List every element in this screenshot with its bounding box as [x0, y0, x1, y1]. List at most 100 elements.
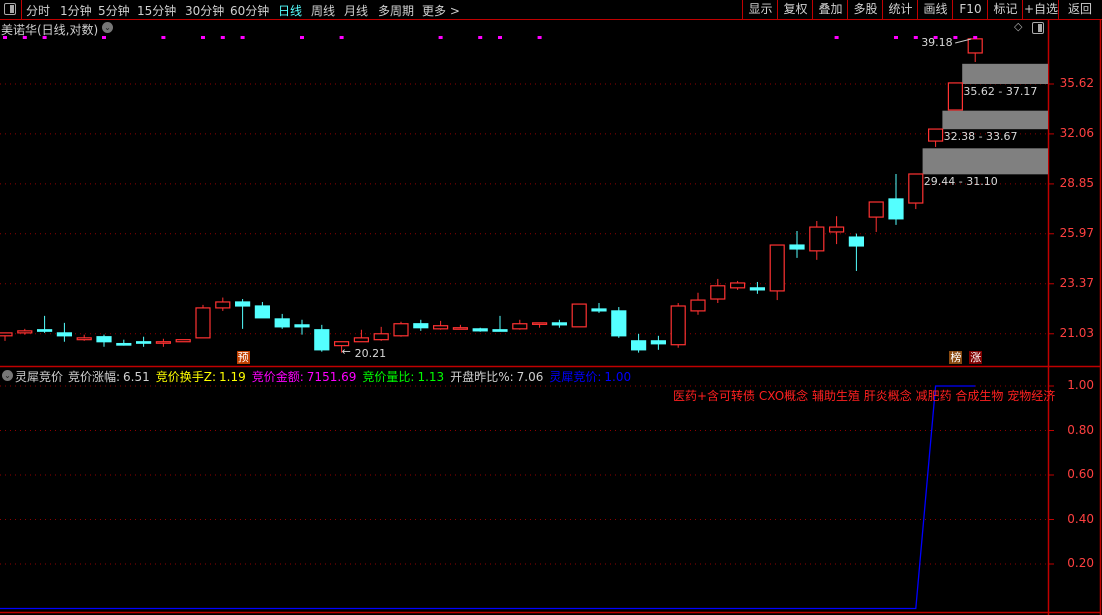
toolbar-button[interactable]: 标记 — [987, 0, 1023, 19]
toolbar-button[interactable]: +自选 — [1022, 0, 1059, 19]
price-axis-label: 25.97 — [1059, 225, 1094, 240]
candle-up — [334, 341, 350, 347]
tab-period[interactable]: 更多 > — [422, 4, 460, 18]
signal-dot — [161, 36, 166, 39]
panel-toggle-icon[interactable] — [4, 3, 16, 15]
top-toolbar: 分时 1分钟 5分钟 15分钟 30分钟 60分钟 日线 周线 月线 多周期 更多 > 显示 复权 叠加… — [0, 0, 1102, 20]
tab-period[interactable]: 5分钟 — [98, 4, 130, 18]
candle-up — [215, 301, 231, 309]
arrow-line — [955, 38, 972, 44]
candle-up — [947, 82, 964, 111]
tab-period[interactable]: 30分钟 — [185, 4, 225, 18]
signal-dot — [300, 36, 304, 39]
toolbar-button[interactable]: 复权 — [777, 0, 813, 19]
high-price-label: 39.18 — [921, 36, 953, 49]
field-label: 竞价量比: — [362, 370, 415, 384]
tab-period[interactable]: 周线 — [311, 4, 336, 18]
indicator-field: 竞价量比: 1.13 — [362, 370, 444, 384]
candle-up — [908, 173, 924, 204]
candle-down — [789, 244, 805, 250]
indicator-name: 灵犀竞价 — [15, 370, 64, 384]
candle-down — [235, 301, 251, 307]
arrow-left-icon: ← — [341, 345, 351, 358]
field-value: 6.51 — [123, 370, 150, 384]
candle-up — [76, 337, 92, 341]
signal-dot — [22, 36, 27, 39]
gap-band — [922, 148, 1048, 175]
gap-band-label: 32.38 - 33.67 — [943, 130, 1018, 144]
tab-period[interactable]: 1分钟 — [60, 4, 92, 18]
indicator-axis-label: 1.00 — [1067, 378, 1094, 392]
chart-title: 美诺华(日线,对数) — [1, 23, 99, 37]
signal-dot — [973, 36, 978, 39]
candle-up — [195, 307, 211, 339]
panel-toggle-icon[interactable] — [1032, 22, 1044, 34]
candle-up — [17, 330, 33, 334]
toolbar-button[interactable]: 返回 — [1058, 0, 1101, 19]
gap-band-label: 35.62 - 37.17 — [963, 85, 1038, 98]
toolbar-button[interactable]: F10 — [952, 0, 988, 19]
field-label: 灵犀竞价: — [549, 370, 602, 384]
tab-period[interactable]: 60分钟 — [230, 4, 270, 18]
toolbar-button[interactable]: 多股 — [847, 0, 883, 19]
signal-dot — [834, 36, 839, 39]
candle-up — [710, 285, 726, 300]
toolbar-divider — [21, 0, 22, 19]
tab-period[interactable]: 日线 — [278, 4, 303, 18]
candle-down — [591, 308, 607, 312]
toolbar-button[interactable]: 叠加 — [812, 0, 848, 19]
signal-dot — [933, 36, 938, 39]
field-value: 1.13 — [417, 370, 445, 384]
diamond-icon[interactable]: ◇ — [1014, 20, 1023, 33]
indicator-field: 竞价涨幅: 6.51 — [68, 370, 150, 384]
toolbar-button[interactable]: 显示 — [742, 0, 778, 19]
field-value: 7151.69 — [306, 370, 357, 384]
candle-down — [413, 323, 429, 329]
low-price-label: 20.21 — [354, 347, 387, 360]
gap-band-label: 29.44 - 31.10 — [923, 175, 998, 189]
tab-period[interactable]: 多周期 — [378, 4, 415, 18]
toolbar-button[interactable]: 统计 — [882, 0, 918, 19]
candle-down — [551, 322, 568, 326]
signal-dot — [102, 36, 106, 39]
candle-up — [769, 244, 785, 292]
candle-down — [314, 329, 330, 351]
chevron-down-icon[interactable]: ⌄ — [2, 370, 13, 381]
candle-up — [433, 325, 449, 330]
indicator-field: 开盘昨比%: 7.06 — [450, 370, 543, 384]
indicator-axis-label: 0.80 — [1067, 422, 1094, 437]
signal-dot — [220, 36, 225, 39]
price-axis-label: 23.37 — [1059, 275, 1094, 290]
candle-down — [116, 342, 132, 346]
indicator-line — [0, 385, 976, 610]
candle-down — [136, 341, 152, 344]
indicator-axis-label: 0.20 — [1067, 556, 1094, 570]
price-axis-label: 21.03 — [1059, 325, 1094, 340]
tab-period[interactable]: 月线 — [344, 4, 369, 18]
tab-period[interactable]: 15分钟 — [137, 4, 177, 18]
candle-up — [373, 333, 389, 341]
signal-dot — [537, 36, 542, 39]
candle-up — [868, 201, 884, 218]
candle-down — [36, 329, 53, 332]
toolbar-button[interactable]: 画线 — [917, 0, 953, 19]
price-axis-label: 35.62 — [1059, 76, 1094, 90]
gap-band — [942, 110, 1048, 130]
signal-dot — [240, 36, 245, 39]
signal-dot — [498, 36, 502, 39]
candle-up — [353, 337, 369, 343]
indicator-axis-label: 0.60 — [1067, 467, 1094, 481]
chevron-down-icon[interactable]: ⌄ — [102, 22, 113, 33]
candle-down — [611, 310, 627, 337]
tab-period[interactable]: 分时 — [26, 4, 51, 18]
candle-up — [729, 282, 746, 289]
candle-up — [155, 341, 171, 344]
candle-down — [492, 329, 508, 332]
indicator-field: 灵犀竞价: 1.00 — [549, 370, 631, 384]
candle-down — [254, 305, 270, 319]
field-value: 1.19 — [219, 370, 246, 384]
candle-up — [531, 322, 548, 325]
signal-dot — [201, 36, 205, 39]
signal-dot — [3, 36, 7, 39]
